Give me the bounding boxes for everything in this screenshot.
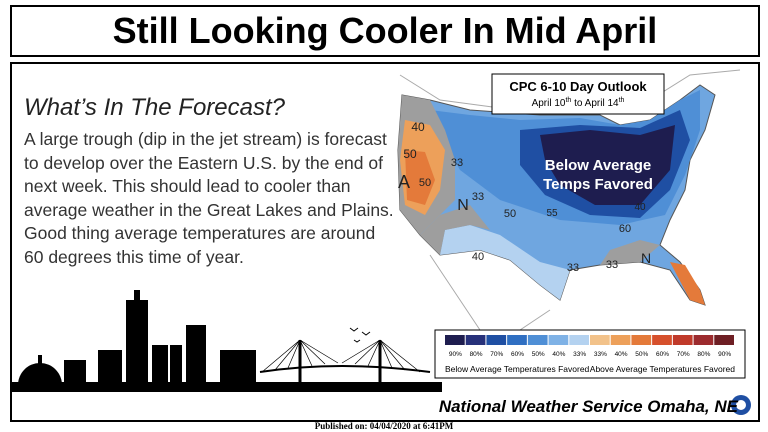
contour-label: 55 — [546, 208, 558, 219]
building — [134, 290, 140, 302]
region — [600, 240, 660, 265]
date-text: April 10 — [532, 98, 566, 109]
legend-swatch — [652, 335, 672, 345]
building — [64, 360, 86, 385]
legend-label: 50% — [635, 351, 648, 358]
legend-swatch — [590, 335, 610, 345]
legend-swatch — [486, 335, 507, 345]
legend-label: 90% — [718, 351, 731, 358]
legend-swatch — [548, 335, 569, 345]
callout: Temps Favored — [543, 176, 653, 193]
region — [540, 125, 675, 205]
superscript: th — [619, 97, 625, 104]
region — [405, 150, 435, 205]
contour-label: 40 — [411, 120, 425, 134]
map-title-box — [491, 73, 665, 115]
contour-label: 40 — [634, 202, 646, 213]
contour-label: 33 — [606, 259, 618, 271]
legend-label: 90% — [449, 351, 462, 358]
contour-label: 50 — [419, 177, 431, 189]
legend-label: 70% — [490, 351, 503, 358]
legend-swatch — [527, 335, 548, 345]
legend-swatch — [507, 335, 527, 345]
building — [186, 325, 206, 385]
office: National Weather Service Omaha, NE — [438, 397, 738, 416]
map-title: CPC 6-10 Day Outlook — [509, 79, 647, 94]
contour-label: 33 — [567, 262, 579, 274]
superscript: th — [565, 97, 571, 104]
region — [440, 225, 570, 300]
contour-label: 40 — [472, 251, 484, 263]
building — [98, 350, 122, 385]
legend-label: 80% — [697, 351, 710, 358]
contour-label: 50 — [504, 208, 516, 220]
legend-swatch — [693, 335, 714, 345]
forecast-body: A large trough (dip in the jet stream) i… — [24, 129, 394, 267]
building — [220, 350, 256, 385]
callout: Below Average — [545, 157, 651, 174]
legend-swatch — [445, 335, 465, 345]
legend-swatch — [631, 335, 652, 345]
legend-below: Below Average Temperatures Favored — [445, 364, 590, 374]
building — [38, 355, 42, 385]
published: Published on: 04/04/2020 at 6:41PM — [314, 421, 454, 431]
legend-label: 33% — [594, 351, 607, 358]
legend-swatch — [569, 335, 589, 345]
map-dates: April 10th to April 14th — [532, 97, 625, 109]
contour-label: 33 — [472, 191, 484, 203]
ground — [12, 382, 442, 392]
legend-swatch — [465, 335, 486, 345]
frame — [10, 62, 760, 422]
legend-label: 50% — [532, 351, 545, 358]
forecast-heading: What’s In The Forecast? — [24, 94, 285, 121]
legend-label: 80% — [470, 351, 483, 358]
legend-swatch — [714, 335, 734, 345]
legend-label: 60% — [511, 351, 524, 358]
contour-label: N — [457, 197, 469, 214]
legend-label: 70% — [677, 351, 690, 358]
legend-label: 40% — [552, 351, 565, 358]
legend-label: 60% — [656, 351, 669, 358]
legend-label: 33% — [573, 351, 586, 358]
legend-swatch — [672, 335, 693, 345]
contour-label: N — [641, 250, 651, 266]
contour-label: A — [398, 172, 410, 192]
contour-label: 50 — [403, 147, 417, 161]
legend-label: 40% — [615, 351, 628, 358]
legend-swatch — [610, 335, 631, 345]
contour-label: 60 — [619, 223, 631, 235]
date-text: to April 14 — [571, 98, 619, 109]
noaa-logo — [736, 400, 746, 410]
legend-above: Above Average Temperatures Favored — [590, 364, 735, 374]
region — [670, 262, 705, 305]
contour-label: 33 — [451, 157, 463, 169]
building — [152, 345, 168, 385]
title: Still Looking Cooler In Mid April — [10, 5, 760, 57]
skyline — [12, 290, 442, 392]
bridge — [259, 327, 431, 385]
building — [126, 300, 148, 385]
map: CPC 6-10 Day Outlook April 10th to April… — [397, 69, 746, 379]
building — [170, 345, 182, 385]
